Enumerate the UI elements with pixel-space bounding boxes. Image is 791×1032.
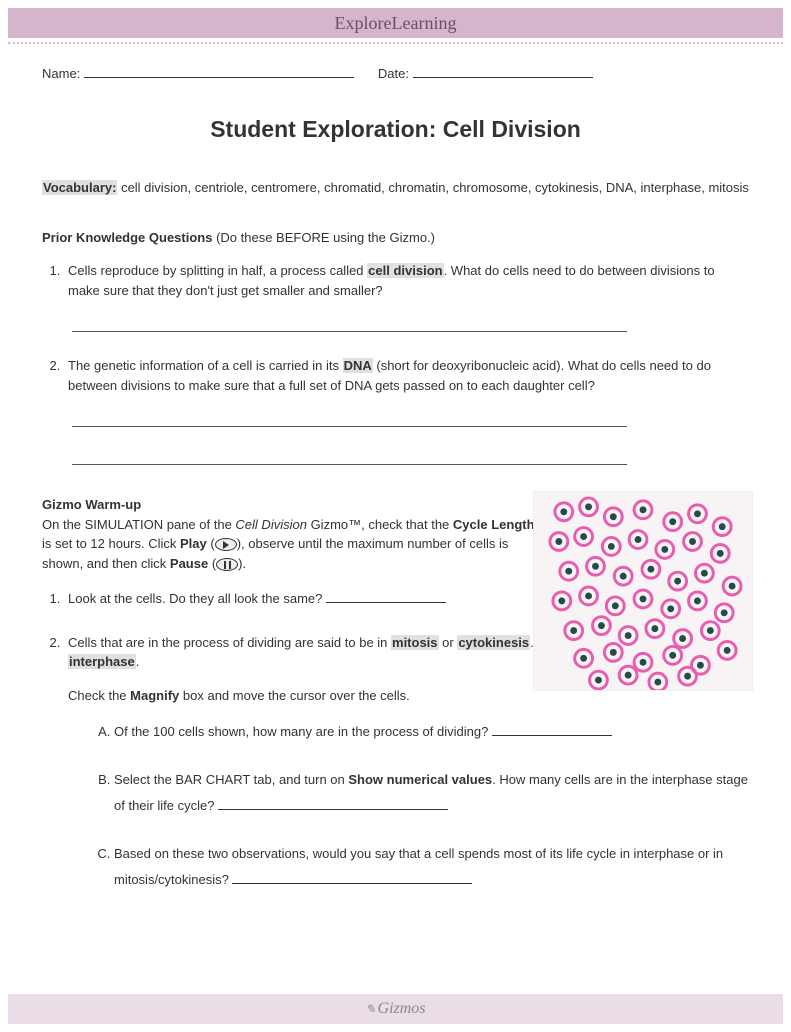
footer-brand-bar: ✎ Gizmos	[8, 994, 783, 1024]
q1-text-a: Cells reproduce by splitting in half, a …	[68, 263, 367, 278]
warmup-label: Gizmo Warm-up	[42, 495, 542, 515]
wq2-a: Cells that are in the process of dividin…	[68, 635, 391, 650]
warmup-sublist: Of the 100 cells shown, how many are in …	[68, 719, 749, 893]
prior-label: Prior Knowledge Questions	[42, 230, 212, 245]
cell-microscope-image	[533, 491, 753, 691]
play-icon	[215, 538, 237, 551]
warm-i1: Cell Division	[235, 517, 307, 532]
vocabulary-section: Vocabulary: cell division, centriole, ce…	[42, 178, 749, 198]
warm-bold3: Pause	[170, 556, 208, 571]
pause-icon	[216, 558, 238, 571]
vocabulary-terms: cell division, centriole, centromere, ch…	[117, 180, 748, 195]
footer-brand: Gizmos	[378, 1000, 426, 1018]
q2-answer-line-1[interactable]	[72, 413, 627, 427]
prior-q2: The genetic information of a cell is car…	[64, 356, 749, 465]
name-blank[interactable]	[84, 65, 354, 78]
q1-answer-line[interactable]	[72, 318, 627, 332]
warm-b: Gizmo™, check that the	[307, 517, 453, 532]
wq2-d: .	[136, 654, 140, 669]
prior-note: (Do these BEFORE using the Gizmo.)	[212, 230, 435, 245]
wq2-check-c: box and move the cursor over the cells.	[179, 688, 410, 703]
name-field: Name:	[42, 64, 354, 84]
date-label: Date:	[378, 66, 409, 81]
warm-d: (	[207, 536, 215, 551]
page-content: Name: Date: Student Exploration: Cell Di…	[0, 44, 791, 893]
warm-f: (	[208, 556, 216, 571]
warmup-q1-text: Look at the cells. Do they all look the …	[68, 591, 326, 606]
footer-logo-icon: ✎	[365, 1002, 375, 1017]
warm-bold2: Play	[180, 536, 207, 551]
name-label: Name:	[42, 66, 80, 81]
sub-c-blank[interactable]	[232, 871, 472, 884]
warm-c: is set to 12 hours. Click	[42, 536, 180, 551]
warm-bold1: Cycle Length	[453, 517, 535, 532]
name-date-row: Name: Date:	[42, 64, 749, 84]
prior-question-list: Cells reproduce by splitting in half, a …	[42, 261, 749, 465]
header-brand: ExploreLearning	[335, 13, 457, 34]
sub-b-bold: Show numerical values	[348, 772, 492, 787]
sub-c: Based on these two observations, would y…	[114, 841, 749, 893]
vocabulary-label: Vocabulary:	[42, 180, 117, 195]
sub-b-a: Select the BAR CHART tab, and turn on	[114, 772, 348, 787]
wq2-hl1: mitosis	[391, 635, 439, 650]
wq2-b: or	[439, 635, 458, 650]
wq2-hl3: interphase	[68, 654, 136, 669]
warmup-q1-blank[interactable]	[326, 590, 446, 603]
page-title: Student Exploration: Cell Division	[42, 112, 749, 147]
warmup-intro: Gizmo Warm-up On the SIMULATION pane of …	[42, 495, 542, 573]
warm-g: ).	[238, 556, 246, 571]
prior-q1: Cells reproduce by splitting in half, a …	[64, 261, 749, 332]
warmup-section: Gizmo Warm-up On the SIMULATION pane of …	[42, 495, 749, 893]
warm-a: On the SIMULATION pane of the	[42, 517, 235, 532]
q2-highlight: DNA	[343, 358, 373, 373]
sub-a: Of the 100 cells shown, how many are in …	[114, 719, 749, 745]
wq2-check-a: Check the	[68, 688, 130, 703]
q2-text-a: The genetic information of a cell is car…	[68, 358, 343, 373]
q1-highlight: cell division	[367, 263, 443, 278]
sub-b-blank[interactable]	[218, 797, 448, 810]
sub-a-text: Of the 100 cells shown, how many are in …	[114, 724, 492, 739]
header-brand-bar: ExploreLearning	[8, 8, 783, 38]
prior-knowledge-heading: Prior Knowledge Questions (Do these BEFO…	[42, 228, 749, 248]
date-blank[interactable]	[413, 65, 593, 78]
wq2-hl2: cytokinesis	[457, 635, 530, 650]
date-field: Date:	[378, 64, 593, 84]
wq2-check-b: Magnify	[130, 688, 179, 703]
sub-a-blank[interactable]	[492, 723, 612, 736]
sub-b: Select the BAR CHART tab, and turn on Sh…	[114, 767, 749, 819]
q2-answer-line-2[interactable]	[72, 451, 627, 465]
